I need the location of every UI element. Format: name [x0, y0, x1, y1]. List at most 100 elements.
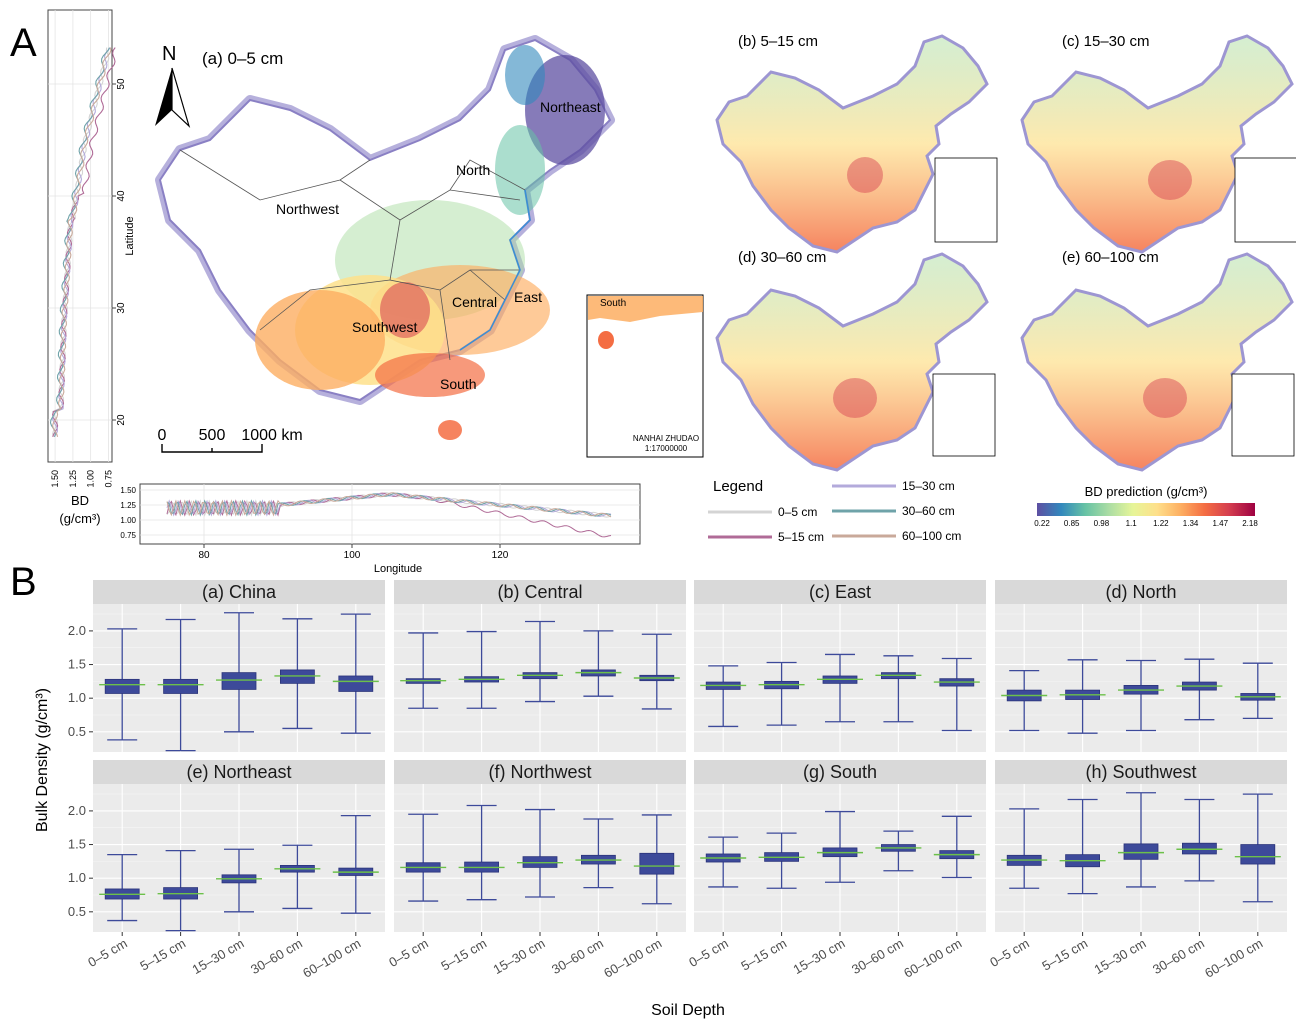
lon-ytick: 1.00 — [120, 516, 136, 525]
scale-label-1000: 1000 km — [241, 427, 302, 444]
legend-title: Legend — [713, 478, 763, 495]
colorbar-tick: 1.34 — [1183, 519, 1199, 528]
panel-label-a: A — [10, 21, 37, 65]
lon-ytick: 1.25 — [120, 501, 136, 510]
colorbar-tick: 2.18 — [1242, 519, 1258, 528]
panel-label-b: B — [10, 560, 37, 604]
lon-ytick: 1.50 — [120, 486, 136, 495]
region-label-southwest: Southwest — [352, 319, 417, 335]
inset-label: South — [600, 298, 626, 309]
y-tick-label: 2.0 — [68, 623, 86, 638]
x-tick-label: 0–5 cm — [85, 936, 129, 970]
north-arrow-label: N — [162, 43, 176, 65]
box-xlabel: Soil Depth — [651, 1002, 725, 1019]
colorbar-tick: 0.85 — [1064, 519, 1080, 528]
facet-panel: (a) China 0.5 1.0 1.5 2.0 — [68, 580, 385, 752]
y-tick-label: 0.5 — [68, 904, 86, 919]
region-label-south: South — [440, 376, 477, 392]
y-tick-label: 1.0 — [68, 690, 86, 705]
legend-item-label: 5–15 cm — [778, 530, 824, 544]
colorbar: BD prediction (g/cm³) 0.22 0.85 0.98 1.1 1.2… — [1034, 484, 1258, 528]
x-tick-label: 15–30 cm — [791, 936, 848, 978]
box-iqr — [1123, 843, 1159, 860]
x-tick-label: 30–60 cm — [248, 936, 305, 978]
scale-label-500: 500 — [199, 427, 226, 444]
x-tick-label: 15–30 cm — [1092, 936, 1149, 978]
small-map-d — [715, 252, 996, 472]
x-tick-label: 0–5 cm — [987, 936, 1031, 970]
small-map-c — [1020, 34, 1296, 254]
lon-xtick: 120 — [492, 550, 509, 561]
facet-panel: (b) Central — [394, 580, 686, 752]
y-tick-label: 1.0 — [68, 870, 86, 885]
inset-caption-1: NANHAI ZHUDAO — [633, 434, 699, 443]
region-label-northwest: Northwest — [276, 201, 339, 217]
colorbar-tick: 1.1 — [1126, 519, 1138, 528]
x-tick-label: 5–15 cm — [1039, 936, 1090, 974]
facet-strip — [694, 760, 986, 784]
lat-ytick: 20 — [116, 414, 127, 426]
small-map-title-c: (c) 15–30 cm — [1062, 33, 1150, 50]
y-tick-label: 0.5 — [68, 724, 86, 739]
x-tick-label: 60–100 cm — [601, 936, 664, 981]
region-label-northeast: Northeast — [540, 99, 601, 115]
lat-ylabel: Latitude — [124, 216, 136, 255]
box-iqr — [1240, 844, 1276, 865]
facet-strip — [995, 580, 1287, 604]
facet-title: (c) East — [809, 582, 871, 602]
facet-title: (f) Northwest — [488, 762, 591, 782]
box-iqr — [639, 852, 675, 875]
lat-xtick: 1.00 — [86, 470, 96, 488]
region-label-east: East — [514, 289, 542, 305]
facet-strip — [93, 580, 385, 604]
x-tick-label: 15–30 cm — [491, 936, 548, 978]
small-map-title-b: (b) 5–15 cm — [738, 33, 818, 50]
lat-xtick: 1.25 — [68, 470, 78, 488]
colorbar-tick: 1.22 — [1153, 519, 1169, 528]
facet-strip — [394, 760, 686, 784]
box-ylabel: Bulk Density (g/cm³) — [34, 688, 51, 832]
y-tick-label: 1.5 — [68, 657, 86, 672]
latitude-profile: 20 30 40 50 1.50 1.25 1.00 0.75 Latitude BD (g… — [47, 9, 136, 526]
facet-title: (b) Central — [497, 582, 582, 602]
facet-title: (g) South — [803, 762, 877, 782]
facet-strip — [694, 580, 986, 604]
main-map: (a) 0–5 cm N Northeast North Northwest C… — [155, 40, 704, 458]
x-tick-label: 30–60 cm — [549, 936, 606, 978]
box-iqr — [221, 672, 257, 690]
colorbar-tick: 0.22 — [1034, 519, 1050, 528]
depth-legend: Legend 0–5 cm 5–15 cm 15–30 cm 30–60 cm 60–1… — [708, 478, 961, 544]
legend-item-label: 15–30 cm — [902, 479, 955, 493]
facet-panel: (d) North — [995, 580, 1287, 752]
inset-caption-2: 1:17000000 — [645, 444, 688, 453]
region-label-central: Central — [452, 294, 497, 310]
x-tick-label: 5–15 cm — [438, 936, 489, 974]
lon-xtick: 80 — [198, 550, 210, 561]
facet-title: (a) China — [202, 582, 277, 602]
facet-strip — [93, 760, 385, 784]
y-tick-label: 2.0 — [68, 803, 86, 818]
lon-series-line — [166, 492, 612, 518]
box-iqr — [104, 678, 140, 694]
lat-xlabel-line1: BD — [71, 493, 89, 508]
main-map-title: (a) 0–5 cm — [202, 49, 283, 68]
lon-xlabel: Longitude — [374, 563, 422, 575]
x-tick-label: 5–15 cm — [738, 936, 789, 974]
legend-item-label: 30–60 cm — [902, 504, 955, 518]
facet-panel: (h) Southwest 0–5 cm 5–15 cm 15–30 cm 30–60 … — [987, 760, 1287, 981]
legend-item-label: 60–100 cm — [902, 529, 961, 543]
lat-xtick: 0.75 — [103, 470, 113, 488]
box-iqr — [163, 678, 199, 694]
small-map-title-e: (e) 60–100 cm — [1062, 249, 1159, 266]
region-label-north: North — [456, 162, 490, 178]
x-tick-label: 30–60 cm — [849, 936, 906, 978]
scale-label-0: 0 — [158, 427, 167, 444]
lon-series-line — [166, 492, 612, 517]
longitude-profile: 80 100 120 1.50 1.25 1.00 0.75 Longitude — [120, 483, 641, 575]
x-tick-label: 30–60 cm — [1150, 936, 1207, 978]
x-tick-label: 0–5 cm — [686, 936, 730, 970]
lat-series-line — [52, 47, 112, 437]
x-tick-label: 5–15 cm — [137, 936, 188, 974]
facet-title: (d) North — [1105, 582, 1176, 602]
